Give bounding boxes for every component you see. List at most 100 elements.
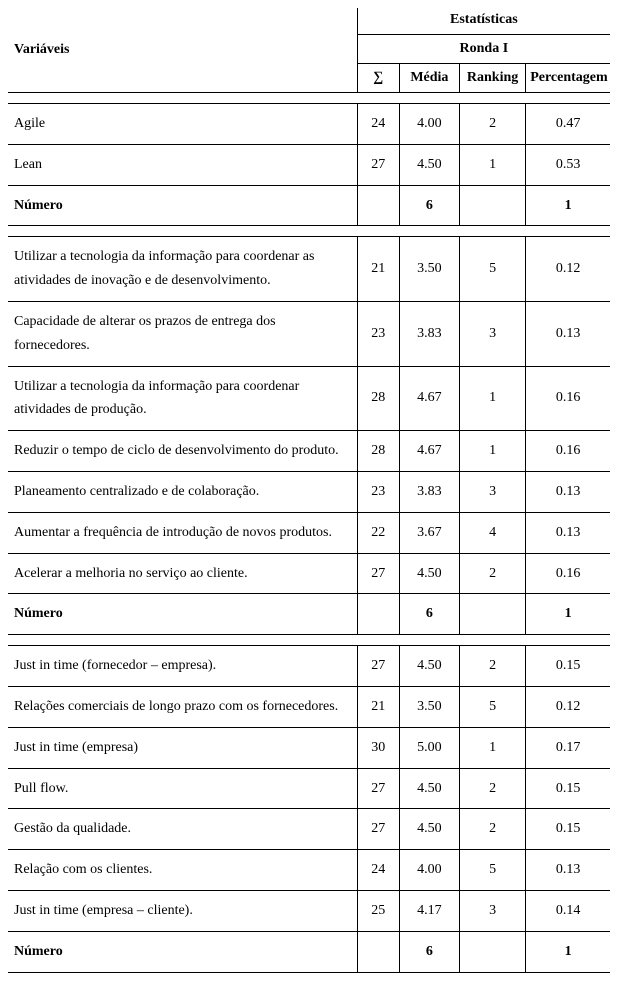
cell-variable: Utilizar a tecnologia da informação para… bbox=[8, 366, 357, 431]
header-estatisticas: Estatísticas bbox=[357, 8, 610, 35]
cell-variable: Relação com os clientes. bbox=[8, 850, 357, 891]
section-gap bbox=[8, 635, 610, 646]
numero-media: 6 bbox=[399, 185, 459, 226]
cell-percentagem: 0.47 bbox=[526, 104, 610, 145]
table-row: Relação com os clientes. 24 4.00 5 0.13 bbox=[8, 850, 610, 891]
cell-sum: 27 bbox=[357, 646, 399, 687]
cell-sum: 21 bbox=[357, 237, 399, 302]
cell-variable: Just in time (empresa – cliente). bbox=[8, 890, 357, 931]
cell-sum: 27 bbox=[357, 553, 399, 594]
cell-sum: 21 bbox=[357, 686, 399, 727]
cell-sum: 30 bbox=[357, 727, 399, 768]
table-row: Aumentar a frequência de introdução de n… bbox=[8, 512, 610, 553]
numero-ranking bbox=[459, 594, 525, 635]
cell-percentagem: 0.13 bbox=[526, 512, 610, 553]
cell-percentagem: 0.16 bbox=[526, 366, 610, 431]
numero-media: 6 bbox=[399, 931, 459, 972]
cell-sum: 24 bbox=[357, 104, 399, 145]
table-row: Capacidade de alterar os prazos de entre… bbox=[8, 301, 610, 366]
cell-ranking: 4 bbox=[459, 512, 525, 553]
cell-media: 4.00 bbox=[399, 104, 459, 145]
header-variaveis: Variáveis bbox=[8, 8, 357, 93]
cell-variable: Pull flow. bbox=[8, 768, 357, 809]
numero-sum bbox=[357, 594, 399, 635]
cell-variable: Relações comerciais de longo prazo com o… bbox=[8, 686, 357, 727]
cell-media: 4.17 bbox=[399, 890, 459, 931]
numero-label: Número bbox=[8, 594, 357, 635]
table-row: Planeamento centralizado e de colaboraçã… bbox=[8, 471, 610, 512]
table-row: Utilizar a tecnologia da informação para… bbox=[8, 366, 610, 431]
table-row: Pull flow. 27 4.50 2 0.15 bbox=[8, 768, 610, 809]
cell-variable: Just in time (fornecedor – empresa). bbox=[8, 646, 357, 687]
header-percentagem: Percentagem bbox=[526, 64, 610, 93]
cell-percentagem: 0.53 bbox=[526, 144, 610, 185]
numero-ranking bbox=[459, 185, 525, 226]
cell-ranking: 3 bbox=[459, 890, 525, 931]
cell-sum: 23 bbox=[357, 301, 399, 366]
cell-media: 4.50 bbox=[399, 768, 459, 809]
cell-media: 4.50 bbox=[399, 553, 459, 594]
cell-percentagem: 0.16 bbox=[526, 553, 610, 594]
cell-sum: 25 bbox=[357, 890, 399, 931]
cell-variable: Acelerar a melhoria no serviço ao client… bbox=[8, 553, 357, 594]
cell-ranking: 5 bbox=[459, 237, 525, 302]
cell-ranking: 3 bbox=[459, 301, 525, 366]
cell-percentagem: 0.15 bbox=[526, 768, 610, 809]
cell-media: 3.83 bbox=[399, 471, 459, 512]
cell-ranking: 1 bbox=[459, 431, 525, 472]
cell-percentagem: 0.13 bbox=[526, 301, 610, 366]
cell-sum: 27 bbox=[357, 809, 399, 850]
cell-ranking: 3 bbox=[459, 471, 525, 512]
table-row: Utilizar a tecnologia da informação para… bbox=[8, 237, 610, 302]
cell-media: 4.50 bbox=[399, 809, 459, 850]
table-row: Just in time (empresa – cliente). 25 4.1… bbox=[8, 890, 610, 931]
cell-sum: 27 bbox=[357, 768, 399, 809]
cell-ranking: 2 bbox=[459, 809, 525, 850]
numero-sum bbox=[357, 931, 399, 972]
cell-variable: Planeamento centralizado e de colaboraçã… bbox=[8, 471, 357, 512]
cell-variable: Reduzir o tempo de ciclo de desenvolvime… bbox=[8, 431, 357, 472]
numero-row: Número 6 1 bbox=[8, 594, 610, 635]
header-media: Média bbox=[399, 64, 459, 93]
cell-sum: 28 bbox=[357, 431, 399, 472]
cell-media: 4.67 bbox=[399, 366, 459, 431]
cell-percentagem: 0.15 bbox=[526, 809, 610, 850]
numero-row: Número 6 1 bbox=[8, 931, 610, 972]
cell-media: 4.50 bbox=[399, 646, 459, 687]
table-row: Lean 27 4.50 1 0.53 bbox=[8, 144, 610, 185]
cell-media: 3.83 bbox=[399, 301, 459, 366]
cell-variable: Just in time (empresa) bbox=[8, 727, 357, 768]
cell-media: 4.00 bbox=[399, 850, 459, 891]
cell-variable: Capacidade de alterar os prazos de entre… bbox=[8, 301, 357, 366]
cell-media: 5.00 bbox=[399, 727, 459, 768]
cell-media: 3.67 bbox=[399, 512, 459, 553]
table-row: Gestão da qualidade. 27 4.50 2 0.15 bbox=[8, 809, 610, 850]
header-ronda: Ronda I bbox=[357, 35, 610, 64]
numero-ranking bbox=[459, 931, 525, 972]
cell-percentagem: 0.15 bbox=[526, 646, 610, 687]
cell-percentagem: 0.14 bbox=[526, 890, 610, 931]
section-gap bbox=[8, 93, 610, 104]
cell-sum: 22 bbox=[357, 512, 399, 553]
cell-media: 4.67 bbox=[399, 431, 459, 472]
table-row: Relações comerciais de longo prazo com o… bbox=[8, 686, 610, 727]
cell-sum: 23 bbox=[357, 471, 399, 512]
table-row: Just in time (fornecedor – empresa). 27 … bbox=[8, 646, 610, 687]
cell-percentagem: 0.12 bbox=[526, 237, 610, 302]
cell-media: 3.50 bbox=[399, 686, 459, 727]
cell-percentagem: 0.12 bbox=[526, 686, 610, 727]
cell-media: 4.50 bbox=[399, 144, 459, 185]
cell-media: 3.50 bbox=[399, 237, 459, 302]
numero-percentagem: 1 bbox=[526, 594, 610, 635]
cell-ranking: 1 bbox=[459, 144, 525, 185]
numero-media: 6 bbox=[399, 594, 459, 635]
numero-percentagem: 1 bbox=[526, 185, 610, 226]
statistics-table: Variáveis Estatísticas Ronda I ∑ Média R… bbox=[8, 8, 610, 973]
section-gap bbox=[8, 226, 610, 237]
cell-percentagem: 0.17 bbox=[526, 727, 610, 768]
cell-ranking: 1 bbox=[459, 727, 525, 768]
table-row: Just in time (empresa) 30 5.00 1 0.17 bbox=[8, 727, 610, 768]
table-row: Reduzir o tempo de ciclo de desenvolvime… bbox=[8, 431, 610, 472]
cell-variable: Gestão da qualidade. bbox=[8, 809, 357, 850]
cell-variable: Agile bbox=[8, 104, 357, 145]
